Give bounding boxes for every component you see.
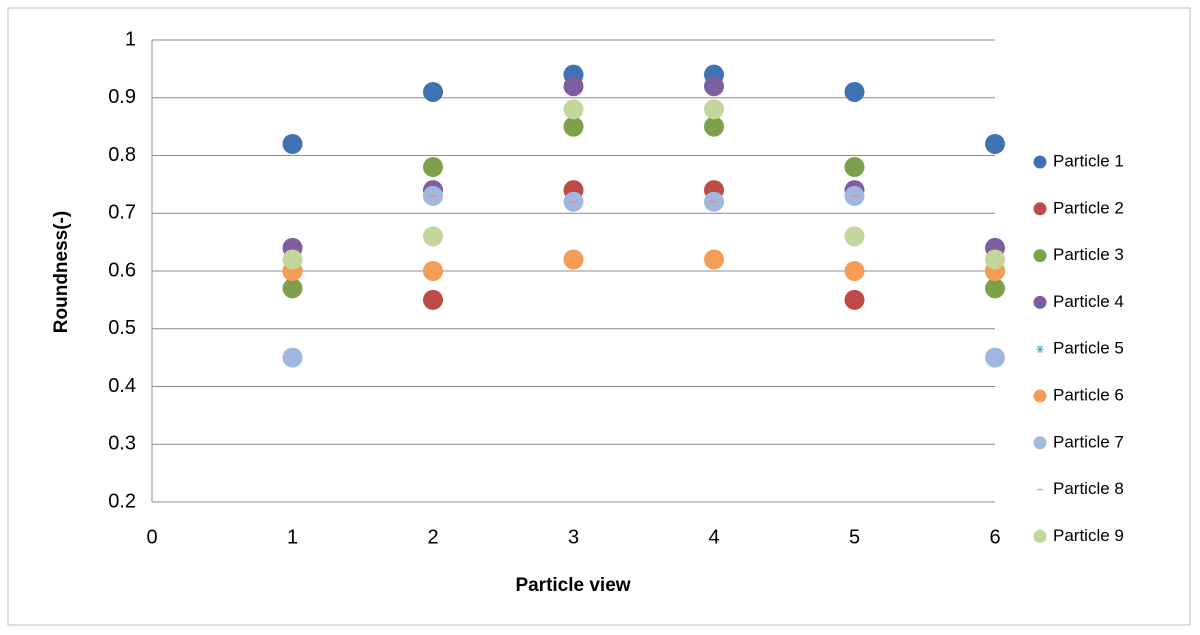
legend-label: Particle 4: [1053, 292, 1124, 311]
point: [282, 278, 303, 299]
y-tick-label: 1: [125, 28, 136, 50]
x-axis-title: Particle view: [515, 575, 630, 596]
point: [985, 249, 1005, 270]
legend-marker: [1033, 529, 1047, 543]
point: [423, 81, 443, 102]
point: [423, 157, 443, 178]
point: [423, 226, 443, 247]
point: [704, 249, 724, 270]
legend-label: Particle 1: [1053, 151, 1124, 170]
chart-border: [7, 7, 1191, 626]
legend-marker: [1033, 389, 1047, 403]
y-tick-label: 0.4: [108, 375, 136, 397]
legend-marker: [1033, 155, 1047, 169]
x-tick-label: 0: [146, 526, 157, 548]
x-tick-label: 3: [568, 526, 579, 548]
legend-marker: [1033, 249, 1047, 263]
legend-label: Particle 9: [1053, 526, 1124, 545]
point: [985, 347, 1005, 368]
point: [985, 133, 1005, 154]
point: [985, 278, 1005, 299]
legend-label: Particle 2: [1053, 198, 1124, 217]
point: [282, 133, 303, 154]
point: [844, 226, 865, 247]
point: [563, 76, 584, 97]
point: [282, 347, 303, 368]
x-tick-label: 2: [427, 526, 438, 548]
y-tick-label: 0.7: [108, 202, 136, 224]
legend-label: Particle 7: [1053, 432, 1124, 451]
point: [563, 116, 584, 137]
y-tick-label: 0.2: [108, 490, 136, 512]
x-tick-label: 5: [849, 526, 860, 548]
point: [704, 76, 724, 97]
point: [844, 157, 865, 178]
y-tick-label: 0.8: [108, 144, 136, 166]
y-tick-label: 0.9: [108, 86, 136, 108]
legend-marker: [1033, 295, 1047, 309]
point: [423, 261, 443, 281]
point: [844, 289, 865, 310]
point: [563, 99, 584, 120]
legend-label: Particle 5: [1053, 339, 1124, 358]
point: [563, 249, 584, 270]
x-tick-label: 1: [287, 526, 298, 548]
y-tick-label: 0.6: [108, 259, 136, 281]
legend-label: Particle 3: [1053, 245, 1124, 264]
point: [844, 261, 865, 281]
y-tick-label: 0.5: [108, 317, 136, 339]
legend-marker: [1033, 202, 1047, 216]
legend-label: Particle 6: [1053, 385, 1124, 404]
legend-marker: [1033, 436, 1047, 450]
x-tick-label: 6: [989, 526, 1000, 548]
legend-marker: [1036, 345, 1044, 354]
y-axis-title: Roundness(-): [51, 211, 72, 333]
point: [282, 249, 303, 270]
x-tick-label: 4: [708, 526, 719, 548]
point: [844, 81, 865, 102]
point: [423, 289, 443, 310]
legend-label: Particle 8: [1053, 479, 1124, 498]
point: [704, 116, 724, 137]
y-tick-label: 0.3: [108, 433, 136, 455]
point: [704, 99, 724, 120]
